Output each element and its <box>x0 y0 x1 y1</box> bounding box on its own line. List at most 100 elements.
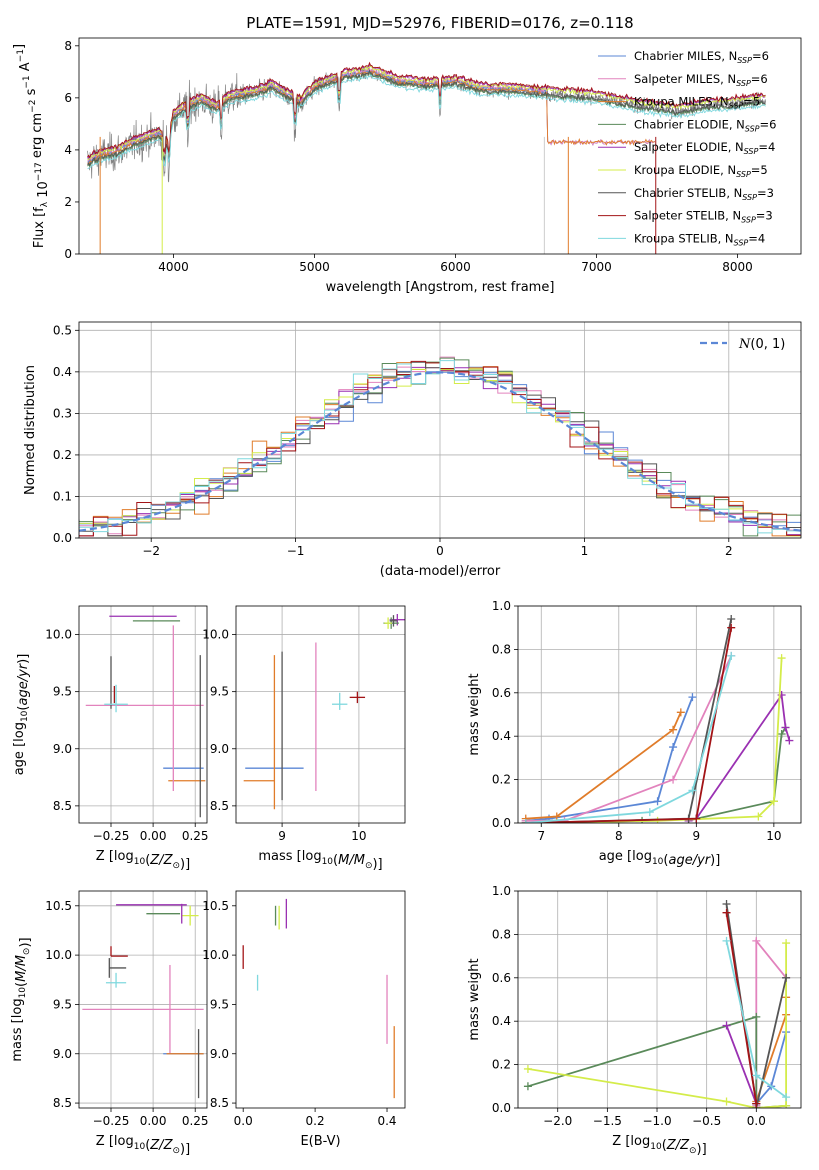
legend-label: Salpeter ELODIE, NSSP=4 <box>634 140 775 156</box>
y-axis-label: mass weight <box>467 673 482 755</box>
x-axis-label: Z [log10(Z/Z⊙)] <box>96 1134 190 1157</box>
label-part: M <box>14 955 29 966</box>
x-tick-label: 10 <box>766 829 781 843</box>
x-axis-label: wavelength [Angstrom, rest frame] <box>326 280 555 295</box>
x-tick-label: 6000 <box>440 260 471 274</box>
label-part: Z [ <box>612 1134 630 1149</box>
y-tick-label: 10.5 <box>202 899 229 913</box>
y-tick-label: 0 <box>64 247 72 261</box>
label-part: ⊙ <box>689 1146 697 1156</box>
label-part: f <box>32 207 47 212</box>
y-tick-label: 8.5 <box>210 1096 229 1110</box>
y-tick-label: 1.0 <box>492 599 511 613</box>
ebv_mass-points <box>242 898 395 1099</box>
x-tick-label: 5000 <box>299 260 330 274</box>
y-tick-label: 9.0 <box>210 742 229 756</box>
label-part: ( <box>663 853 668 868</box>
series-salpeter-stelib <box>525 627 733 823</box>
x-tick-label: −0.25 <box>93 1114 130 1128</box>
y-tick-label: 0.0 <box>492 816 511 830</box>
ebv_mass-frame <box>235 890 406 1109</box>
label-part: ⊙ <box>365 861 373 871</box>
spectrum-data-group <box>87 61 766 254</box>
legend-label: Chabrier ELODIE, NSSP=6 <box>634 117 776 133</box>
label-part: age/yr <box>16 662 31 705</box>
x-axis-label: age [log10(age/yr)] <box>599 849 721 868</box>
label-part: SSP <box>742 193 757 202</box>
y-tick-label: 0.0 <box>492 1101 511 1115</box>
label-part: mass weight <box>467 958 482 1040</box>
y-tick-label: 10.5 <box>45 899 72 913</box>
label-part: Z/ <box>666 1138 682 1153</box>
y-axis-label: Normed distribution <box>23 365 38 495</box>
legend-label: Kroupa STELIB, NSSP=4 <box>634 231 765 247</box>
point-marker <box>727 623 736 632</box>
label-part: ( <box>145 1138 150 1153</box>
label-part: SSP <box>736 170 751 179</box>
label-part: SSP <box>736 79 751 88</box>
point-marker <box>653 797 662 806</box>
model-spectrum-chabrier-stelib <box>87 69 766 167</box>
mass_age-points <box>243 613 405 810</box>
point-marker <box>722 908 731 917</box>
series-salpeter-elodie <box>725 1025 758 1108</box>
y-tick-label: 9.0 <box>53 742 72 756</box>
label-part: age [ <box>599 849 632 864</box>
z_age-points <box>85 615 206 818</box>
label-part: ⊙ <box>172 1146 180 1156</box>
label-part: −2 <box>28 100 38 113</box>
label-part: =4 <box>748 231 765 245</box>
label-part: =6 <box>760 117 777 131</box>
y-tick-label: 0.8 <box>492 927 511 941</box>
model-spectrum-salpeter-stelib <box>87 61 766 159</box>
y-tick-label: 8.5 <box>53 799 72 813</box>
y-tick-label: 0.2 <box>492 773 511 787</box>
y-tick-label: 2 <box>64 195 72 209</box>
model-spectrum-chabrier-elodie <box>87 70 766 168</box>
point-marker <box>752 1099 761 1108</box>
label-part: Z <box>679 1138 690 1153</box>
x-tick-label: 0.0 <box>234 1114 253 1128</box>
point-marker <box>727 615 736 624</box>
label-part: 10 <box>134 1142 146 1152</box>
label-part: )] <box>180 857 190 872</box>
label-part: (0, 1) <box>750 337 785 352</box>
x-axis-label: Z [log10(Z/Z⊙)] <box>612 1134 706 1157</box>
y-tick-label: 6 <box>64 91 72 105</box>
label-part: A <box>18 62 33 71</box>
axes-spectrum: 4000 5000 6000 7000 8000 0 2 4 6 8 <box>64 39 752 274</box>
point-marker <box>669 725 678 734</box>
label-part: log <box>302 849 322 864</box>
series-kroupa-elodie <box>525 658 783 823</box>
label-part: −1 <box>22 75 32 88</box>
point-marker <box>722 936 731 945</box>
label-part: =6 <box>751 72 768 86</box>
label-part: SSP <box>737 56 752 65</box>
x-tick-label: 8 <box>615 829 623 843</box>
x-tick-label: −1.5 <box>593 1114 622 1128</box>
x-tick-label: 1 <box>581 544 589 558</box>
label-part: −17 <box>34 162 44 181</box>
label-part: )] <box>372 857 382 872</box>
point-marker <box>777 654 786 663</box>
y-tick-label: 9.5 <box>210 997 229 1011</box>
series-kroupa-miles <box>525 711 682 820</box>
legend-label: Kroupa ELODIE, NSSP=5 <box>634 163 768 179</box>
label-part: =3 <box>757 186 774 200</box>
y-tick-label: 0.6 <box>492 971 511 985</box>
label-part: ( <box>145 853 150 868</box>
x-tick-label: 2 <box>725 544 733 558</box>
figure-title: PLATE=1591, MJD=52976, FIBERID=0176, z=0… <box>246 14 633 32</box>
point-marker <box>521 819 530 823</box>
x-tick-label: 0.00 <box>140 829 167 843</box>
x-axis-label: (data-model)/error <box>380 564 501 579</box>
label-part: Kroupa ELODIE, N <box>634 163 736 177</box>
label-part: SSP <box>734 238 749 247</box>
x-axis-label: E(B-V) <box>300 1134 340 1149</box>
spectrum-frame <box>78 37 802 255</box>
histogram-kroupa-stelib <box>79 360 801 537</box>
y-tick-label: 0.5 <box>53 323 72 337</box>
y-tick-label: 8 <box>64 39 72 53</box>
